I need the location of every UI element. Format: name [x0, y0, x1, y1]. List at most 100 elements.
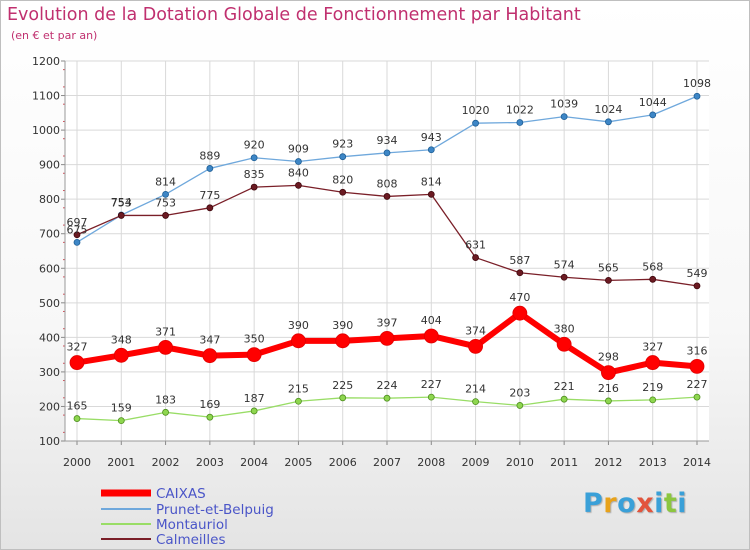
- x-tick-label: 2001: [107, 456, 135, 469]
- data-label-caixas: 347: [199, 334, 220, 347]
- data-label-caixas: 350: [244, 333, 265, 346]
- legend-label-prunet-et-belpuig: Prunet-et-Belpuig: [156, 502, 274, 518]
- data-point-calmeilles: [339, 188, 347, 196]
- data-label-calmeilles: 587: [509, 254, 530, 267]
- data-point-calmeilles: [560, 273, 568, 281]
- data-label-calmeilles: 753: [155, 196, 176, 209]
- chart-title: Evolution de la Dotation Globale de Fonc…: [7, 5, 581, 25]
- legend-label-montauriol: Montauriol: [156, 517, 228, 533]
- data-point-prunet-et-belpuig: [605, 118, 612, 126]
- data-label-calmeilles: 631: [465, 239, 486, 252]
- data-label-montauriol: 227: [687, 378, 708, 391]
- data-label-prunet-et-belpuig: 1039: [550, 98, 578, 111]
- data-point-caixas: [335, 333, 351, 349]
- x-tick-label: 2005: [284, 456, 312, 469]
- data-label-montauriol: 225: [332, 379, 353, 392]
- logo-letter: o: [617, 488, 637, 519]
- x-tick-label: 2002: [152, 456, 180, 469]
- data-point-caixas: [202, 348, 218, 364]
- data-point-calmeilles: [73, 231, 81, 239]
- data-label-montauriol: 216: [598, 382, 619, 395]
- y-tick-label: 600: [39, 262, 60, 275]
- logo-letter: P: [583, 488, 604, 519]
- data-label-montauriol: 214: [465, 383, 486, 396]
- data-label-caixas: 327: [67, 341, 88, 354]
- data-point-calmeilles: [427, 190, 435, 198]
- data-label-prunet-et-belpuig: 920: [244, 139, 265, 152]
- x-tick-label: 2007: [373, 456, 401, 469]
- x-tick-label: 2011: [550, 456, 578, 469]
- data-label-prunet-et-belpuig: 934: [377, 134, 398, 147]
- data-label-caixas: 390: [332, 319, 353, 332]
- x-tick-label: 2013: [639, 456, 667, 469]
- y-tick-label: 500: [39, 297, 60, 310]
- data-label-prunet-et-belpuig: 675: [67, 223, 88, 236]
- data-label-caixas: 404: [421, 314, 442, 327]
- y-tick-label: 400: [39, 331, 60, 344]
- data-point-calmeilles: [472, 254, 479, 261]
- y-tick-label: 1200: [32, 55, 60, 68]
- x-tick-label: 2010: [506, 456, 534, 469]
- proxiti-logo: Proxiti: [583, 488, 687, 519]
- data-label-prunet-et-belpuig: 814: [155, 175, 176, 188]
- logo-letter: i: [677, 488, 688, 519]
- data-point-calmeilles: [516, 269, 524, 277]
- data-label-calmeilles: 565: [598, 261, 619, 274]
- data-point-montauriol: [383, 394, 391, 402]
- data-label-montauriol: 159: [111, 402, 132, 415]
- data-label-calmeilles: 753: [111, 196, 132, 209]
- chart-subtitle: (en € et par an): [11, 29, 98, 42]
- data-point-montauriol: [295, 397, 302, 405]
- x-tick-label: 2008: [417, 456, 445, 469]
- data-label-caixas: 380: [554, 322, 575, 335]
- data-point-calmeilles: [162, 212, 169, 219]
- data-label-caixas: 371: [155, 325, 176, 338]
- data-label-montauriol: 169: [199, 398, 220, 411]
- data-label-prunet-et-belpuig: 889: [199, 149, 220, 162]
- data-point-prunet-et-belpuig: [295, 158, 302, 165]
- data-point-prunet-et-belpuig: [649, 111, 657, 119]
- data-point-prunet-et-belpuig: [162, 190, 169, 198]
- data-point-montauriol: [560, 395, 568, 403]
- data-label-calmeilles: 568: [642, 260, 663, 273]
- legend-label-caixas: CAIXAS: [156, 486, 206, 502]
- y-tick-label: 800: [39, 193, 60, 206]
- data-point-montauriol: [117, 417, 125, 425]
- data-point-prunet-et-belpuig: [516, 119, 524, 126]
- data-label-caixas: 298: [598, 351, 619, 364]
- data-point-montauriol: [649, 396, 657, 404]
- data-point-caixas: [423, 328, 439, 344]
- data-label-caixas: 348: [111, 333, 132, 346]
- data-label-calmeilles: 840: [288, 166, 309, 179]
- data-point-montauriol: [472, 398, 479, 406]
- y-tick-label: 1000: [32, 124, 60, 137]
- data-point-montauriol: [427, 393, 435, 401]
- data-point-calmeilles: [649, 275, 657, 283]
- logo-letter: i: [654, 488, 664, 519]
- data-label-montauriol: 219: [642, 381, 663, 394]
- data-label-prunet-et-belpuig: 1024: [594, 103, 622, 116]
- logo-letter: t: [663, 488, 678, 519]
- data-point-prunet-et-belpuig: [250, 154, 258, 162]
- data-label-calmeilles: 697: [67, 216, 88, 229]
- data-point-prunet-et-belpuig: [206, 165, 214, 172]
- data-point-montauriol: [250, 407, 258, 415]
- data-label-montauriol: 183: [155, 393, 176, 406]
- data-point-calmeilles: [605, 276, 612, 284]
- x-tick-label: 2012: [594, 456, 622, 469]
- data-label-montauriol: 215: [288, 382, 309, 395]
- data-label-caixas: 327: [642, 341, 663, 354]
- x-tick-label: 2009: [462, 456, 490, 469]
- data-label-calmeilles: 549: [687, 267, 708, 280]
- data-point-caixas: [291, 333, 306, 349]
- data-point-prunet-et-belpuig: [73, 238, 81, 246]
- data-point-montauriol: [605, 397, 612, 405]
- data-point-caixas: [601, 365, 616, 381]
- y-tick-label: 200: [39, 400, 60, 413]
- data-point-montauriol: [73, 415, 81, 422]
- data-point-prunet-et-belpuig: [472, 119, 479, 127]
- data-point-caixas: [246, 347, 262, 363]
- data-label-prunet-et-belpuig: 923: [332, 138, 353, 151]
- data-point-montauriol: [516, 402, 524, 409]
